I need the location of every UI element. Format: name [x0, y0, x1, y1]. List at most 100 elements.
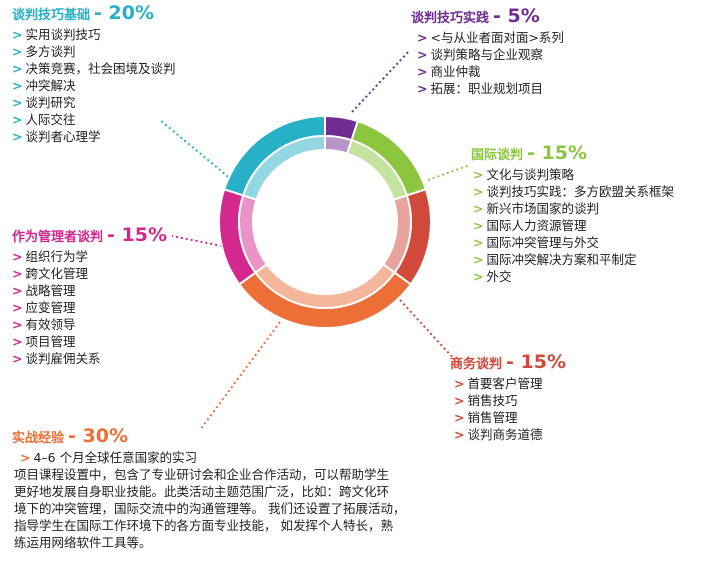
bullet-arrow-icon: >: [12, 61, 23, 76]
list-item-text: 冲突解决: [25, 78, 76, 93]
list-item-text: 项目管理: [25, 334, 76, 349]
list-item-text: 文化与谈判策略: [486, 167, 574, 182]
list-item-text: 有效领导: [25, 317, 76, 332]
list-item-text: 实用谈判技巧: [25, 27, 101, 42]
section-manager-percent: - 15%: [107, 224, 167, 246]
section-basics-heading: 谈判技巧基础 - 20%: [12, 3, 176, 26]
list-item: > 谈判者心理学: [12, 128, 176, 145]
list-item: > 首要客户管理: [454, 375, 566, 392]
connector-lines: [159, 49, 471, 431]
list-item: > 实用谈判技巧: [12, 26, 176, 43]
list-item: > 组织行为学: [12, 248, 167, 265]
list-item-text: 新兴市场国家的谈判: [486, 201, 599, 216]
connector-line: [159, 119, 233, 181]
list-item: > 拓展：职业规划项目: [417, 80, 564, 97]
list-item-text: 销售技巧: [467, 393, 518, 408]
list-item-text: 4–6 个月全球任意国家的实习: [33, 450, 198, 465]
bullet-arrow-icon: >: [473, 218, 484, 233]
bullet-arrow-icon: >: [12, 334, 23, 349]
section-field-list: >4–6 个月全球任意国家的实习: [20, 449, 197, 466]
list-item: > 文化与谈判策略: [473, 166, 674, 183]
list-item-text: 国际冲突解决方案和平制定: [486, 252, 637, 267]
section-field-heading: 实战经验 - 30%: [12, 426, 197, 449]
list-item-text: 国际人力资源管理: [486, 218, 587, 233]
section-international-title: 国际谈判: [471, 148, 524, 163]
bullet-arrow-icon: >: [12, 266, 23, 281]
bullet-arrow-icon: >: [417, 47, 428, 62]
section-practice-list: > <与从业者面对面>系列 > 谈判策略与企业观察 > 商业仲裁 > 拓展：职业规划项目: [417, 29, 564, 97]
bullet-arrow-icon: >: [417, 64, 428, 79]
connector-line: [171, 235, 223, 247]
bullet-arrow-icon: >: [454, 393, 465, 408]
bullet-arrow-icon: >: [12, 78, 23, 93]
section-manager-list: > 组织行为学 > 跨文化管理 > 战略管理 > 应变管理 > 有效领导 > 项目管理 > 谈判雇佣关系: [12, 248, 167, 367]
list-item-text: 拓展：职业规划项目: [430, 81, 543, 96]
section-practice: 谈判技巧实践 - 5% > <与从业者面对面>系列 > 谈判策略与企业观察 > 商业仲裁 > 拓…: [411, 6, 564, 97]
list-item-text: 人际交往: [25, 112, 76, 127]
list-item-text: 战略管理: [25, 283, 76, 298]
section-international-heading: 国际谈判 - 15%: [471, 143, 674, 166]
bullet-arrow-icon: >: [454, 427, 465, 442]
summary-line: 境下的冲突管理，国际交流中的沟通管理等。 我们还设置了拓展活动，: [14, 501, 406, 516]
list-item: > 谈判雇佣关系: [12, 350, 167, 367]
section-field: 实战经验 - 30% >4–6 个月全球任意国家的实习: [12, 426, 197, 466]
list-item-text: 决策竞赛，社会困境及谈判: [25, 61, 176, 76]
bullet-arrow-icon: >: [12, 129, 23, 144]
list-item-text: 应变管理: [25, 300, 76, 315]
bullet-arrow-icon: >: [12, 300, 23, 315]
bullet-arrow-icon: >: [417, 81, 428, 96]
list-item-text: 商业仲裁: [430, 64, 481, 79]
connector-line: [399, 299, 456, 361]
list-item-text: 国际冲突管理与外交: [486, 235, 599, 250]
list-item: > 国际冲突解决方案和平制定: [473, 251, 674, 268]
bullet-arrow-icon: >: [417, 30, 428, 45]
list-item-text: 销售管理: [467, 410, 518, 425]
section-practice-percent: - 5%: [493, 5, 540, 27]
list-item: > 应变管理: [12, 299, 167, 316]
bullet-arrow-icon: >: [12, 44, 23, 59]
summary-line: 更好地发展自身职业技能。此类活动主题范围广泛，比如：跨文化环: [14, 484, 390, 499]
list-item-text: 多方谈判: [25, 44, 76, 59]
section-field-percent: - 30%: [68, 425, 128, 447]
section-international-list: > 文化与谈判策略 > 谈判技巧实践：多方欧盟关系框架 > 新兴市场国家的谈判 > 国际人力资…: [473, 166, 674, 285]
list-item-text: 谈判雇佣关系: [25, 351, 101, 366]
list-item: > 国际人力资源管理: [473, 217, 674, 234]
ring-center: [253, 150, 397, 294]
bullet-arrow-icon: >: [473, 235, 484, 250]
list-item: > 战略管理: [12, 282, 167, 299]
bullet-arrow-icon: >: [12, 27, 23, 42]
list-item-text: 谈判策略与企业观察: [430, 47, 543, 62]
section-field-title: 实战经验: [12, 431, 65, 446]
list-item: > 谈判商务道德: [454, 426, 566, 443]
section-business-percent: - 15%: [506, 351, 566, 373]
section-international-percent: - 15%: [527, 142, 587, 164]
bullet-arrow-icon: >: [454, 376, 465, 391]
list-item-text: 外交: [486, 269, 512, 284]
section-manager: 作为管理者谈判 - 15% > 组织行为学 > 跨文化管理 > 战略管理 > 应变管理 > 有效领导…: [12, 225, 167, 367]
list-item-text: 谈判者心理学: [25, 129, 101, 144]
list-item-text: <与从业者面对面>系列: [430, 30, 564, 45]
bullet-arrow-icon: >: [473, 167, 484, 182]
bullet-arrow-icon: >: [12, 351, 23, 366]
section-business: 商务谈判 - 15% > 首要客户管理 > 销售技巧 > 销售管理 > 谈判商务道德: [450, 352, 566, 443]
list-item: >4–6 个月全球任意国家的实习: [20, 449, 197, 466]
list-item: > 谈判策略与企业观察: [417, 46, 564, 63]
connector-line: [199, 321, 281, 431]
list-item: > 外交: [473, 268, 674, 285]
bullet-arrow-icon: >: [454, 410, 465, 425]
section-business-heading: 商务谈判 - 15%: [450, 352, 566, 375]
list-item-text: 跨文化管理: [25, 266, 88, 281]
list-item: > 冲突解决: [12, 77, 176, 94]
bullet-arrow-icon: >: [473, 201, 484, 216]
list-item: > 新兴市场国家的谈判: [473, 200, 674, 217]
section-manager-heading: 作为管理者谈判 - 15%: [12, 225, 167, 248]
bullet-arrow-icon: >: [473, 184, 484, 199]
summary-line: 指导学生在国际工作环境下的各方面专业技能， 如发挥个人特长，熟: [14, 518, 393, 533]
bullet-arrow-icon: >: [473, 252, 484, 267]
list-item-text: 谈判研究: [25, 95, 76, 110]
list-item: > 销售技巧: [454, 392, 566, 409]
section-international: 国际谈判 - 15% > 文化与谈判策略 > 谈判技巧实践：多方欧盟关系框架 > 新兴市场国…: [471, 143, 674, 285]
bullet-arrow-icon: >: [473, 269, 484, 284]
bullet-arrow-icon: >: [12, 95, 23, 110]
